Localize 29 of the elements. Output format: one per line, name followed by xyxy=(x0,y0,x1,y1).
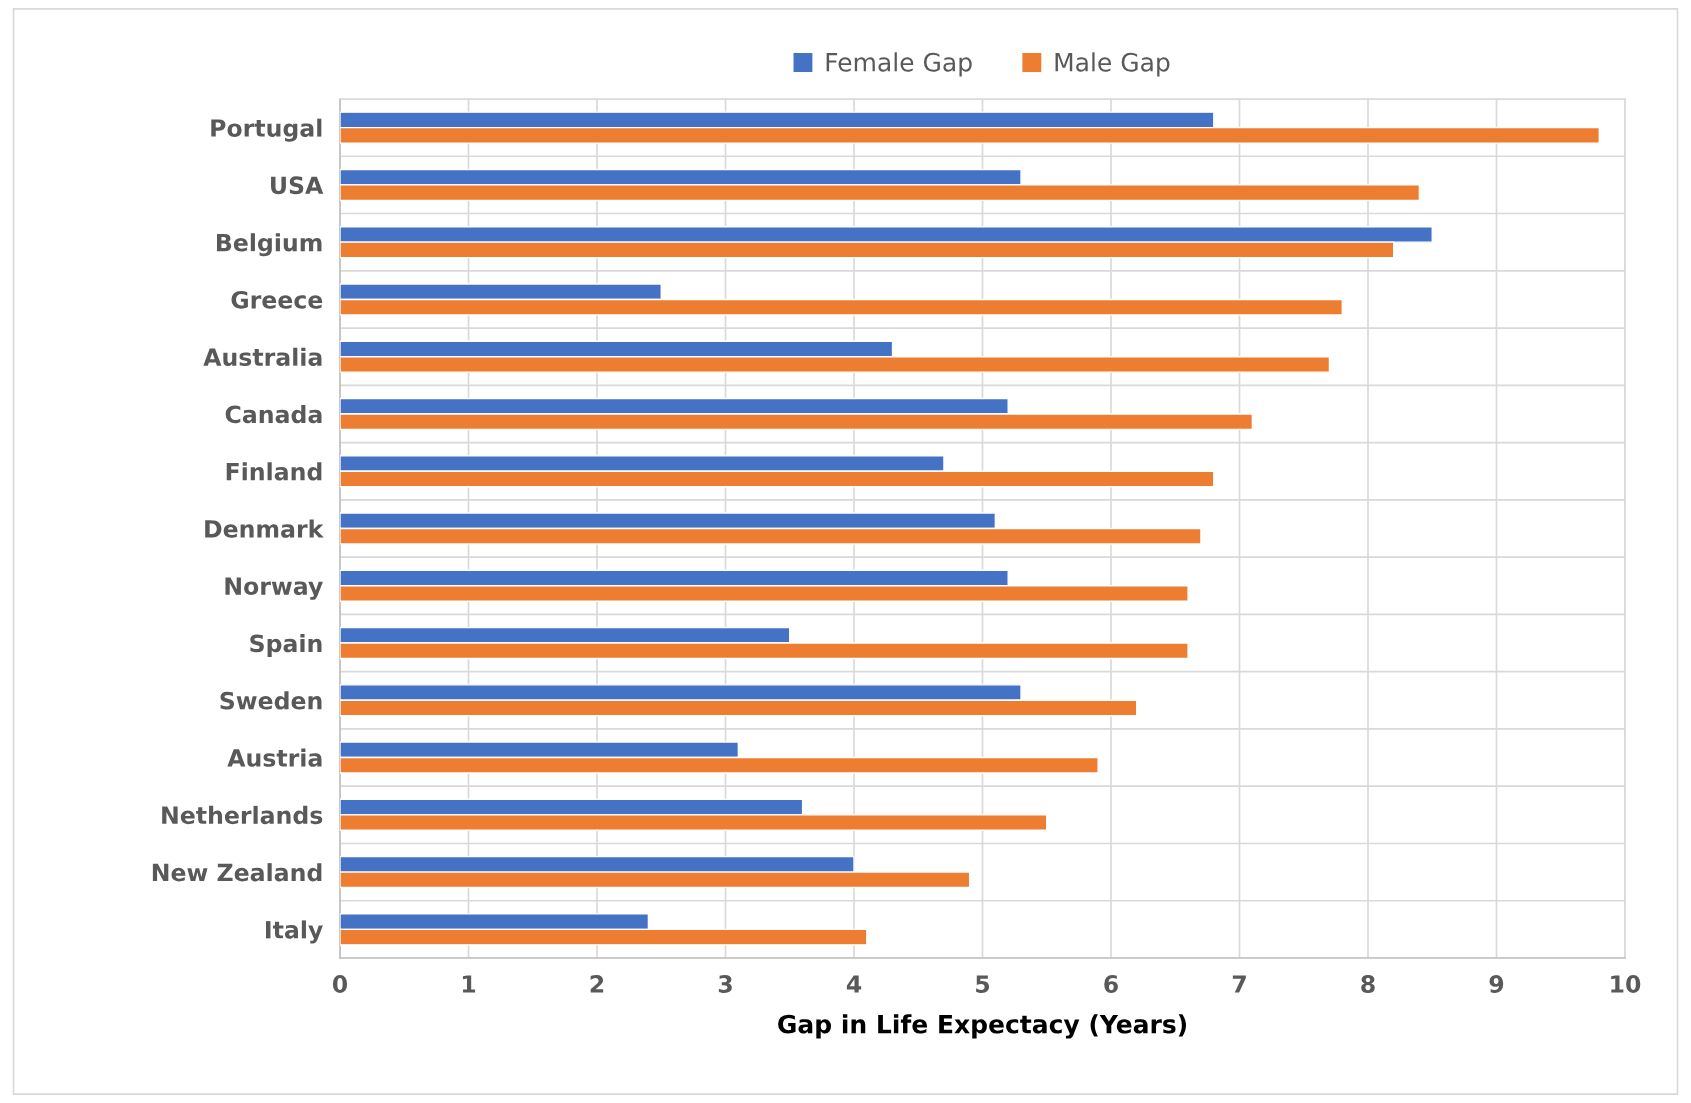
y-tick-label: Greece xyxy=(231,290,323,309)
x-tick-label: 8 xyxy=(1361,975,1375,993)
y-tick-label: Norway xyxy=(225,577,323,600)
y-tick-label: Austria xyxy=(227,748,322,767)
x-tick-label: 0 xyxy=(332,975,348,993)
y-tick-label: Netherlands xyxy=(162,805,323,825)
x-tick-label: 4 xyxy=(846,975,862,993)
y-tick-label: Finland xyxy=(226,462,322,481)
y-tick-label: Denmark xyxy=(205,519,324,538)
y-tick-label: Australia xyxy=(203,347,322,367)
x-tick-label: 9 xyxy=(1489,975,1504,993)
x-tick-label: 7 xyxy=(1232,975,1246,993)
x-tick-label: 10 xyxy=(1611,975,1641,993)
y-tick-label: Belgium xyxy=(216,233,322,257)
y-tick-label: Italy xyxy=(266,920,323,944)
x-tick-label: 3 xyxy=(718,975,732,993)
y-tick-label: Portugal xyxy=(211,118,322,142)
y-tick-label: Sweden xyxy=(220,691,322,710)
y-tick-label: USA xyxy=(271,176,324,195)
x-tick-label: 1 xyxy=(462,975,476,993)
y-tick-label: Canada xyxy=(225,405,322,424)
x-tick-label: 2 xyxy=(590,975,604,993)
x-tick-label: 6 xyxy=(1104,975,1118,993)
legend-label: Male Gap xyxy=(1055,52,1170,77)
y-tick-label: New Zealand xyxy=(152,863,322,882)
y-tick-label: Spain xyxy=(250,634,322,657)
legend-label: Female Gap xyxy=(826,52,972,77)
x-axis-title: Gap in Life Expectacy (Years) xyxy=(778,1014,1187,1039)
x-tick-label: 5 xyxy=(976,975,990,993)
